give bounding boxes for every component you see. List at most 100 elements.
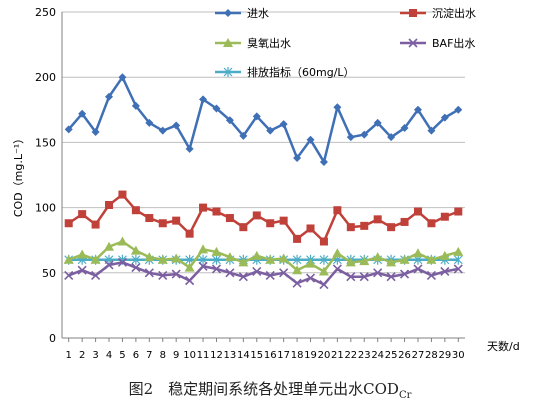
data-point xyxy=(387,223,396,232)
data-point xyxy=(105,200,114,209)
x-tick-label: 1 xyxy=(66,350,72,361)
x-tick-label: 24 xyxy=(371,350,384,361)
data-point xyxy=(454,105,463,114)
legend-marker xyxy=(223,67,233,77)
data-point xyxy=(90,254,101,264)
data-point xyxy=(386,272,396,282)
x-tick-label: 30 xyxy=(452,350,465,361)
data-point xyxy=(265,254,276,264)
data-point xyxy=(144,252,155,262)
data-point xyxy=(199,203,208,212)
data-point xyxy=(212,254,221,265)
legend-label: BAF出水 xyxy=(432,36,475,50)
x-tick-label: 23 xyxy=(358,350,371,361)
data-point xyxy=(239,131,248,140)
data-point xyxy=(158,126,167,135)
data-point xyxy=(131,206,140,215)
y-tick-label: 0 xyxy=(49,332,56,345)
x-tick-label: 7 xyxy=(146,350,152,361)
data-point xyxy=(91,220,100,229)
data-point xyxy=(400,124,409,133)
data-point xyxy=(279,216,288,225)
data-point xyxy=(144,268,154,278)
data-point xyxy=(158,270,168,280)
x-axis-label: 天数/d xyxy=(487,340,520,353)
data-point xyxy=(118,73,127,82)
data-point xyxy=(171,253,182,263)
data-point xyxy=(360,221,369,230)
data-point xyxy=(105,92,114,101)
x-tick-label: 8 xyxy=(160,350,166,361)
y-axis-label: COD（mg.L⁻¹） xyxy=(12,133,25,217)
data-point xyxy=(306,135,315,144)
data-point xyxy=(319,279,329,290)
data-point xyxy=(346,272,356,282)
data-point xyxy=(293,154,302,163)
series-line xyxy=(67,75,459,164)
x-tick-label: 20 xyxy=(318,350,331,361)
data-point xyxy=(130,245,141,255)
data-point xyxy=(293,234,302,243)
x-tick-label: 28 xyxy=(425,350,438,361)
data-point xyxy=(252,211,261,220)
data-point xyxy=(400,217,409,226)
y-tick-label: 200 xyxy=(35,71,56,84)
x-tick-label: 11 xyxy=(197,350,210,361)
x-tick-label: 4 xyxy=(106,350,112,361)
data-point xyxy=(198,244,209,254)
data-point xyxy=(118,190,127,199)
data-point xyxy=(78,109,87,118)
data-point xyxy=(386,257,397,267)
data-point xyxy=(225,268,235,278)
x-tick-label: 5 xyxy=(119,350,125,361)
y-tick-label: 100 xyxy=(35,202,56,215)
data-point xyxy=(198,254,208,265)
data-point xyxy=(373,118,382,127)
data-point xyxy=(172,121,181,130)
x-tick-label: 15 xyxy=(250,350,263,361)
data-point xyxy=(211,246,222,256)
data-point xyxy=(440,212,449,221)
x-tick-label: 9 xyxy=(173,350,179,361)
x-tick-label: 18 xyxy=(291,350,304,361)
data-point xyxy=(319,157,328,166)
data-point xyxy=(426,270,436,280)
data-point xyxy=(427,126,436,135)
data-point xyxy=(333,206,342,215)
data-point xyxy=(172,216,181,225)
data-point xyxy=(279,120,288,129)
x-tick-label: 25 xyxy=(385,350,398,361)
data-point xyxy=(78,210,87,219)
data-point xyxy=(224,252,235,262)
data-point xyxy=(184,262,195,272)
data-point xyxy=(157,254,168,264)
y-tick-label: 250 xyxy=(35,6,56,19)
data-point xyxy=(305,273,316,283)
data-point xyxy=(252,266,262,277)
data-point xyxy=(266,219,275,228)
data-point xyxy=(333,103,342,112)
data-point xyxy=(225,214,234,223)
legend-label: 排放指标（60mg/L） xyxy=(247,65,355,79)
data-point xyxy=(91,270,101,280)
x-tick-label: 14 xyxy=(237,350,250,361)
x-tick-label: 16 xyxy=(264,350,277,361)
x-tick-label: 27 xyxy=(412,350,425,361)
x-tick-label: 22 xyxy=(344,350,357,361)
data-point xyxy=(292,254,302,265)
legend-marker xyxy=(409,9,417,17)
data-point xyxy=(426,254,437,264)
x-tick-label: 2 xyxy=(79,350,85,361)
data-point xyxy=(185,144,194,153)
data-point xyxy=(265,270,275,280)
data-point xyxy=(104,241,115,251)
data-point xyxy=(171,269,181,279)
x-tick-label: 3 xyxy=(92,350,98,361)
data-point xyxy=(239,223,248,232)
data-point xyxy=(399,269,410,279)
legend-label: 进水 xyxy=(247,7,269,20)
data-point xyxy=(145,118,154,127)
data-point xyxy=(306,224,315,233)
data-point xyxy=(238,272,248,282)
